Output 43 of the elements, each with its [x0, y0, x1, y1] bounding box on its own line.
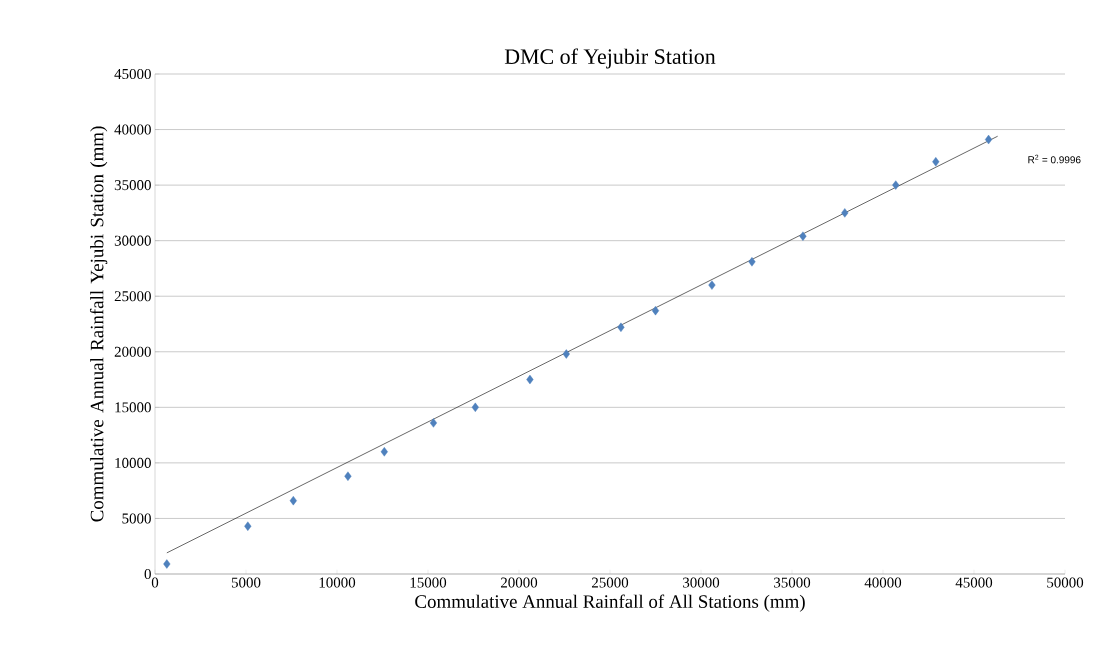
point	[471, 402, 479, 413]
point	[892, 180, 900, 190]
point	[380, 447, 388, 457]
point	[617, 322, 625, 333]
x-tick-label: 20000	[500, 577, 538, 588]
x-tick-label: 40000	[864, 577, 902, 588]
x-tick-label: 50000	[1047, 577, 1084, 588]
point	[748, 257, 756, 267]
point	[163, 559, 171, 569]
y-tick-label: 10000	[115, 457, 151, 468]
y-tick-label: 5000	[122, 513, 151, 524]
x-axis-title: Commulative Annual Rainfall of All Stations (mm)	[415, 594, 805, 612]
point	[562, 349, 570, 359]
point	[526, 374, 534, 385]
x-tick-label: 10000	[319, 577, 356, 588]
x-tick-label: 5000	[231, 577, 261, 588]
point	[289, 495, 297, 506]
point	[799, 231, 807, 241]
y-tick-label: 15000	[115, 402, 151, 413]
point	[344, 471, 352, 481]
point	[932, 157, 940, 167]
point	[841, 208, 849, 218]
x-tick-label: 0	[151, 577, 159, 588]
y-tick-label: 40000	[114, 124, 151, 135]
annotation: R$^{2}$ = 0.9996	[1028, 154, 1081, 164]
y-tick-label: 0	[144, 568, 151, 580]
x-tick-label: 45000	[955, 577, 993, 588]
y-tick-label: 45000	[114, 68, 151, 80]
y-tick-label: 25000	[114, 291, 151, 302]
y-axis-title: Commulative Annual Rainfall Yejubi Station (mm)	[89, 126, 108, 522]
x-tick-label: 25000	[591, 577, 629, 588]
point	[651, 305, 660, 316]
x-tick-label: 15000	[410, 577, 447, 588]
point	[244, 521, 252, 531]
y-tick-label: 30000	[114, 235, 151, 246]
point	[985, 134, 993, 145]
chart-title: DMC of Yejubir Station	[504, 48, 716, 69]
point	[429, 418, 438, 428]
x-tick-label: 35000	[774, 577, 811, 588]
y-tick-label: 20000	[114, 346, 151, 357]
y-tick-label: 35000	[114, 180, 151, 191]
x-tick-label: 30000	[683, 577, 720, 588]
point	[708, 280, 716, 290]
